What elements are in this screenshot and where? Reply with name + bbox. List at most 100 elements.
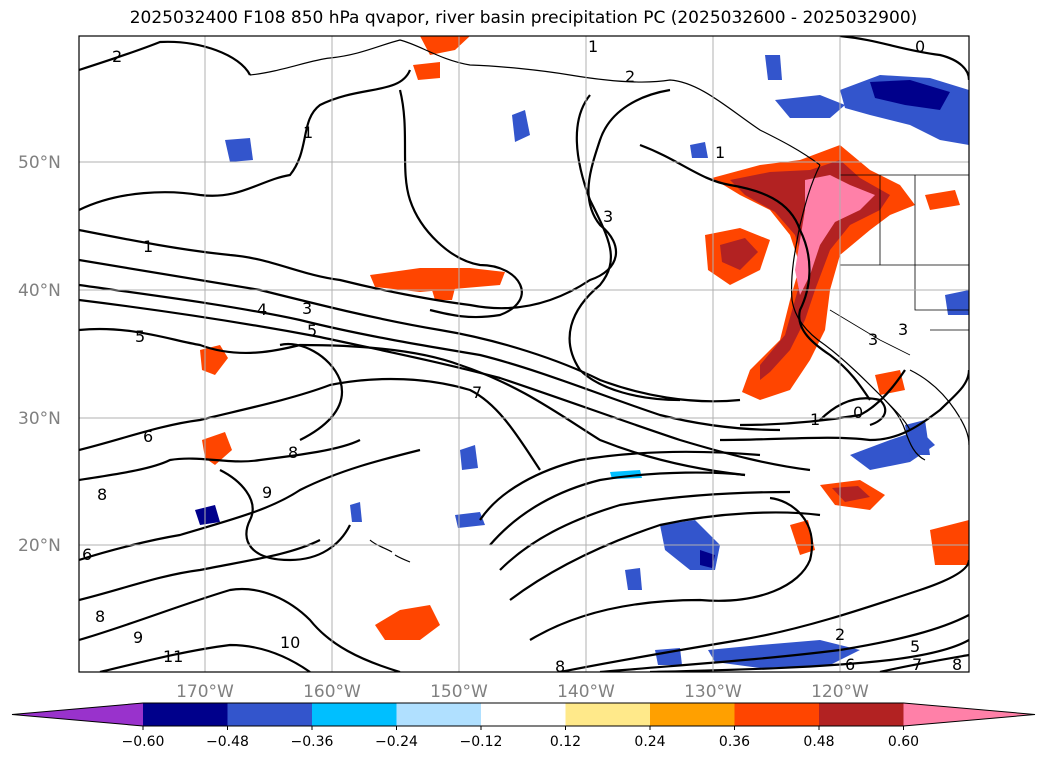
contour-label: 3 <box>868 330 878 349</box>
colorbar-segment <box>481 703 566 726</box>
colorbar: −0.60 −0.48 −0.36 −0.24 −0.12 0.12 0.24 0.36 0.4… <box>11 702 1036 750</box>
precip-area-ne-blue-2 <box>765 55 782 80</box>
colorbar-tick-label: −0.60 <box>122 734 165 750</box>
contour-label: 8 <box>952 655 962 674</box>
coastline-hawaii <box>369 539 411 563</box>
lon-label-140w: 140°W <box>557 682 615 702</box>
precip-area-ne-blue <box>690 142 708 158</box>
colorbar-tick-label: −0.36 <box>291 734 334 750</box>
contour-line <box>879 653 969 672</box>
lat-label-40n: 40°N <box>18 281 61 301</box>
precip-area-central-blue-1 <box>460 445 478 470</box>
coastline-baja <box>879 394 926 461</box>
contour-label: 2 <box>112 47 122 66</box>
colorbar-segment <box>312 703 397 726</box>
contour-label: 5 <box>307 321 317 340</box>
contour-label: 11 <box>163 647 183 666</box>
contour-line <box>559 559 969 672</box>
precip-area-south-blue-1-core <box>700 550 715 568</box>
negative-precip-areas <box>195 55 969 668</box>
colorbar-tick-label: 0.60 <box>888 734 919 750</box>
colorbar-tick-label: −0.24 <box>375 734 418 750</box>
contour-label: 4 <box>257 300 267 319</box>
colorbar-tick-label: 0.48 <box>803 734 834 750</box>
contour-line <box>739 369 906 427</box>
contour-label: 5 <box>135 327 145 346</box>
colorbar-segment <box>227 703 313 726</box>
precip-area-southeast-1-core <box>832 486 870 502</box>
contour-line <box>819 397 887 427</box>
map-frame <box>78 35 970 673</box>
precip-area-north <box>420 36 470 55</box>
longitude-labels: 170°W 160°W 150°W 140°W 130°W 120°W <box>176 682 869 702</box>
precip-area-south-blue-2 <box>625 568 642 590</box>
contour-line <box>79 258 741 403</box>
contour-line <box>509 511 821 601</box>
map-title: 2025032400 F108 850 hPa qvapor, river ba… <box>129 8 918 28</box>
contour-label: 8 <box>97 485 107 504</box>
lon-label-130w: 130°W <box>684 682 742 702</box>
contour-label: 8 <box>288 443 298 462</box>
contour-line <box>79 587 401 672</box>
contour-label: 6 <box>143 427 153 446</box>
contour-label: 0 <box>853 403 863 422</box>
contour-label: 1 <box>588 37 598 56</box>
precip-area-coast-small <box>925 190 960 210</box>
contour-line <box>219 469 351 562</box>
qvapor-contours <box>79 36 969 672</box>
contour-line <box>79 88 671 310</box>
contour-label: 1 <box>143 237 153 256</box>
colorbar-tick-label: −0.48 <box>206 734 249 750</box>
border-line <box>829 309 911 356</box>
colorbar-segment <box>565 703 651 726</box>
precip-area-mid-blue-2 <box>350 502 362 522</box>
contour-label: 9 <box>262 483 272 502</box>
contour-label: 1 <box>810 410 820 429</box>
contour-line <box>839 36 969 81</box>
precip-area-west-1 <box>202 432 232 465</box>
precip-area-canada-2 <box>775 95 845 118</box>
precip-area-far-east-blue <box>945 290 969 315</box>
contour-line <box>79 69 412 211</box>
colorbar-segment <box>819 703 904 726</box>
precip-area-north-2 <box>413 62 440 80</box>
coastline-alaska <box>249 39 821 166</box>
colorbar-tick-label: 0.24 <box>634 734 665 750</box>
contour-label: 3 <box>603 207 613 226</box>
colorbar-tick-label: 0.12 <box>550 734 581 750</box>
contour-line <box>79 327 746 477</box>
contour-label: 2 <box>835 625 845 644</box>
colorbar-segment <box>734 703 820 726</box>
contour-line <box>529 496 813 641</box>
precip-area-west-blue <box>195 505 220 525</box>
contour-line <box>79 40 251 76</box>
precip-area-mid-blue <box>455 512 485 528</box>
contour-label: 8 <box>555 657 565 676</box>
precip-area-pacific-northwest-peak <box>795 175 875 295</box>
lon-label-170w: 170°W <box>176 682 234 702</box>
contour-label: 9 <box>133 628 143 647</box>
latitude-labels: 50°N 40°N 30°N 20°N <box>18 153 61 556</box>
contour-line <box>398 89 523 319</box>
contour-line <box>499 490 791 571</box>
lat-lon-grid <box>79 36 969 672</box>
colorbar-extend-min <box>12 703 143 726</box>
lon-label-160w: 160°W <box>303 682 361 702</box>
contour-label: 1 <box>715 143 725 162</box>
contour-line <box>279 342 343 441</box>
contour-label: 0 <box>915 37 925 56</box>
lat-label-50n: 50°N <box>18 153 61 173</box>
colorbar-tick-label: −0.12 <box>460 734 503 750</box>
contour-line <box>719 369 969 442</box>
lon-label-120w: 120°W <box>811 682 869 702</box>
precip-area-south-blue-3 <box>708 640 860 668</box>
coastline-mexico <box>909 369 969 446</box>
contour-line <box>479 450 761 521</box>
contour-line <box>79 377 541 471</box>
colorbar-segment <box>143 703 228 726</box>
contour-label: 8 <box>95 607 105 626</box>
border-line <box>914 175 969 311</box>
contour-line <box>99 643 311 672</box>
precip-area-west-small <box>225 138 253 162</box>
